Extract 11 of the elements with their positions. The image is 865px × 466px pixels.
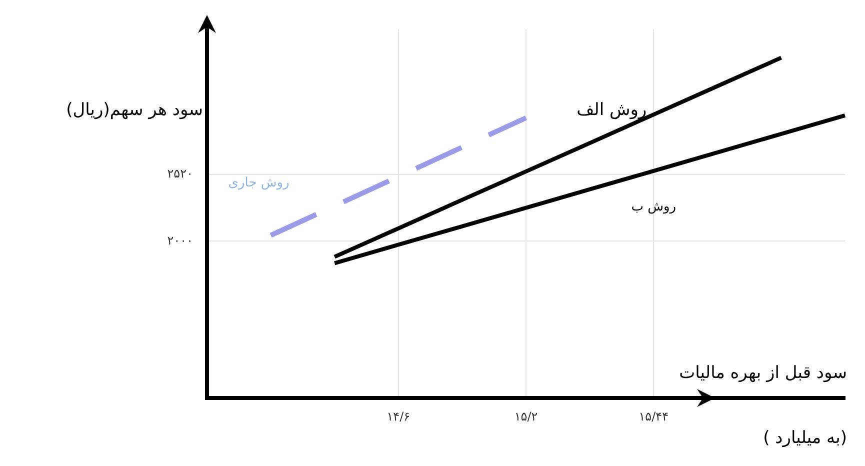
y-axis-title: سود هر سهم(ریال) xyxy=(66,100,203,120)
series-label: روش ب xyxy=(631,199,676,214)
x-tick-label: ۱۵/۲ xyxy=(514,409,538,424)
y-tick-label: ۲۰۰۰ xyxy=(167,233,193,248)
text: روش جاری xyxy=(228,176,290,191)
y-tick-label: ۲۵۲۰ xyxy=(167,166,193,181)
x-tick-label: ۱۴/۶ xyxy=(386,409,410,424)
series-label: روش الف xyxy=(576,100,647,120)
text: (به میلیارد ) xyxy=(763,428,847,448)
x-axis-title: سود قبل از بهره مالیات xyxy=(679,363,847,383)
x-tick-label: ۱۵/۴۴ xyxy=(638,409,669,424)
